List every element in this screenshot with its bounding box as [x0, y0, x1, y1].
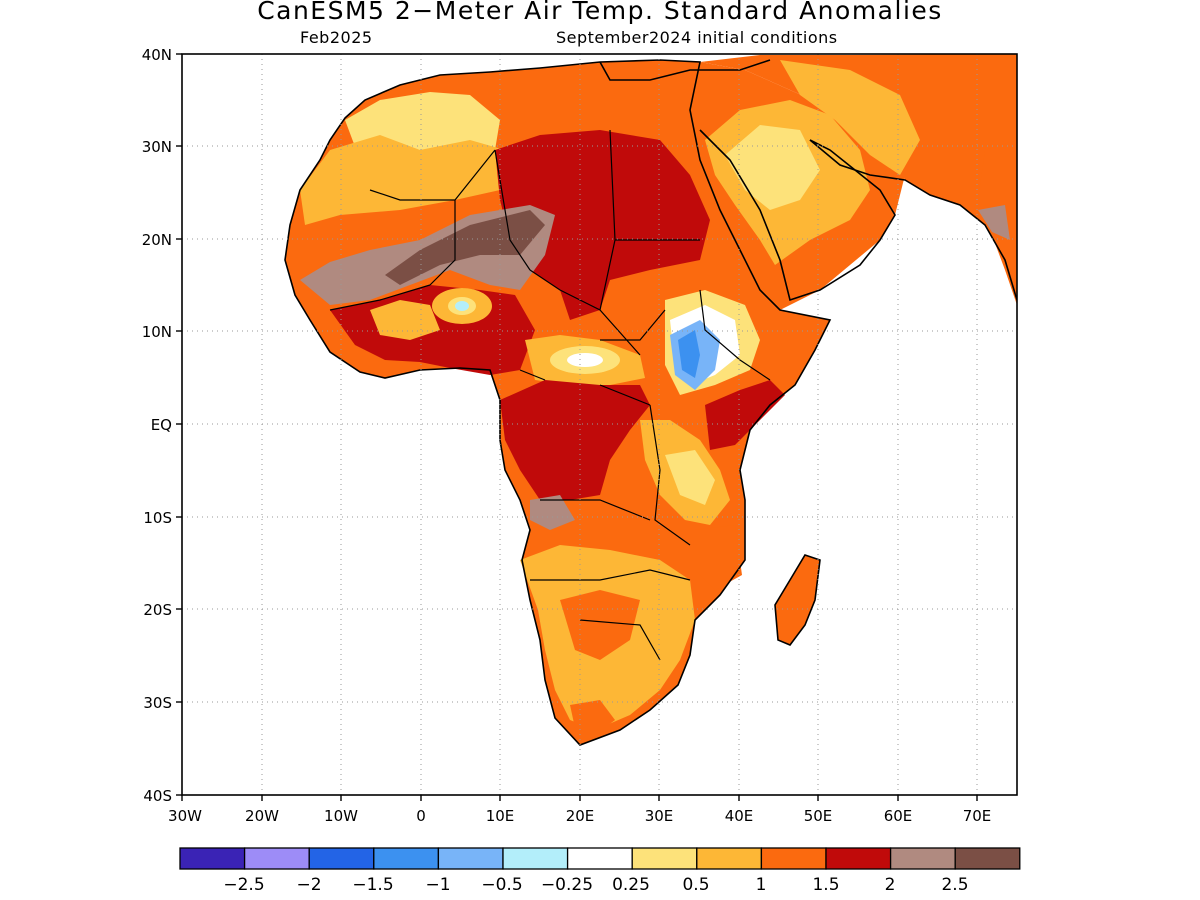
colorbar: [179, 847, 1021, 870]
west-africa-yellow: [370, 300, 440, 340]
colorbar-box: [889, 847, 956, 870]
lon-label: 50E: [804, 807, 833, 825]
colorbar-label: 0.25: [612, 875, 650, 895]
colorbar-box: [631, 847, 698, 870]
colorbar-label: 1.5: [812, 875, 839, 895]
lon-label: 70E: [963, 807, 992, 825]
anomaly-field: [285, 54, 1017, 745]
lat-label: 20S: [143, 601, 172, 619]
colorbar-label: 0.5: [682, 875, 709, 895]
lon-labels: 30W 20W 10W 0 10E 20E 30E 40E 50E 60E 70…: [168, 807, 991, 825]
lat-label: 10N: [142, 323, 172, 341]
lat-label: EQ: [151, 416, 172, 434]
colorbar-box: [502, 847, 569, 870]
horn-red: [705, 380, 785, 450]
tick-marks: [176, 53, 978, 801]
colorbar-box: [566, 847, 633, 870]
colorbar-label: −2.5: [223, 875, 264, 895]
coastlines: [284, 59, 1017, 746]
lat-label: 40S: [143, 787, 172, 805]
lat-label: 40N: [142, 46, 172, 64]
east-africa-yellow: [665, 450, 715, 505]
colorbar-label: −0.5: [481, 875, 522, 895]
madagascar: [775, 555, 820, 645]
nigeria-cyan: [455, 301, 469, 311]
gridlines: [182, 54, 1017, 795]
colorbar-box: [825, 847, 892, 870]
southern-africa-red: [560, 590, 640, 660]
congo-brown: [530, 495, 575, 530]
forecast-month: Feb2025: [300, 28, 373, 47]
lat-label: 30N: [142, 138, 172, 156]
colorbar-label: 2.5: [941, 875, 968, 895]
mediterranean-coast: [599, 59, 771, 81]
colorbar-label: −0.25: [541, 875, 593, 895]
colorbar-box: [243, 847, 310, 870]
lon-label: 10E: [486, 807, 515, 825]
colorbar-label: −1: [425, 875, 450, 895]
colorbar-label: −2: [296, 875, 321, 895]
colorbar-label: 1: [756, 875, 767, 895]
gulf-coastline: [809, 139, 1017, 301]
lon-label: 30W: [168, 807, 202, 825]
colorbar-box: [373, 847, 440, 870]
lon-label: 40E: [725, 807, 754, 825]
north-africa-band: [300, 135, 505, 225]
car-white: [567, 353, 603, 367]
colorbar-label: 2: [885, 875, 896, 895]
lat-label: 30S: [143, 694, 172, 712]
lat-label: 20N: [142, 231, 172, 249]
lon-label: 60E: [884, 807, 913, 825]
india-brown: [978, 205, 1010, 240]
colorbar-box: [954, 847, 1021, 870]
colorbar-box: [696, 847, 763, 870]
cape-red: [570, 700, 615, 735]
colorbar-box: [437, 847, 504, 870]
lat-label: 10S: [143, 509, 172, 527]
middle-east-land: [700, 54, 1017, 300]
lon-label: 10W: [324, 807, 358, 825]
iran-band: [780, 60, 920, 175]
colorbar-box: [308, 847, 375, 870]
mozambique-red: [695, 525, 742, 590]
lon-label: 0: [416, 807, 426, 825]
ethiopia-blue: [678, 330, 700, 378]
colorbar-label: −1.5: [352, 875, 393, 895]
colorbar-box: [179, 847, 246, 870]
lon-label: 20W: [245, 807, 279, 825]
africa-coastline: [284, 59, 832, 746]
sahel-darkbrown: [385, 210, 545, 285]
congo-red: [500, 380, 650, 500]
madagascar-coastline: [774, 554, 821, 646]
lon-label: 30E: [645, 807, 674, 825]
arabia-light: [725, 125, 820, 210]
colorbar-box: [760, 847, 827, 870]
lat-labels: 40N 30N 20N 10N EQ 10S 20S 30S 40S: [142, 46, 172, 805]
lon-label: 20E: [566, 807, 595, 825]
nile-red: [495, 130, 710, 320]
colorbar-labels: −2.5 −2 −1.5 −1 −0.5 −0.25 0.25 0.5 1 1.…: [223, 875, 968, 895]
initial-conditions: September2024 initial conditions: [556, 28, 838, 47]
map-title: CanESM5 2−Meter Air Temp. Standard Anoma…: [257, 0, 943, 25]
